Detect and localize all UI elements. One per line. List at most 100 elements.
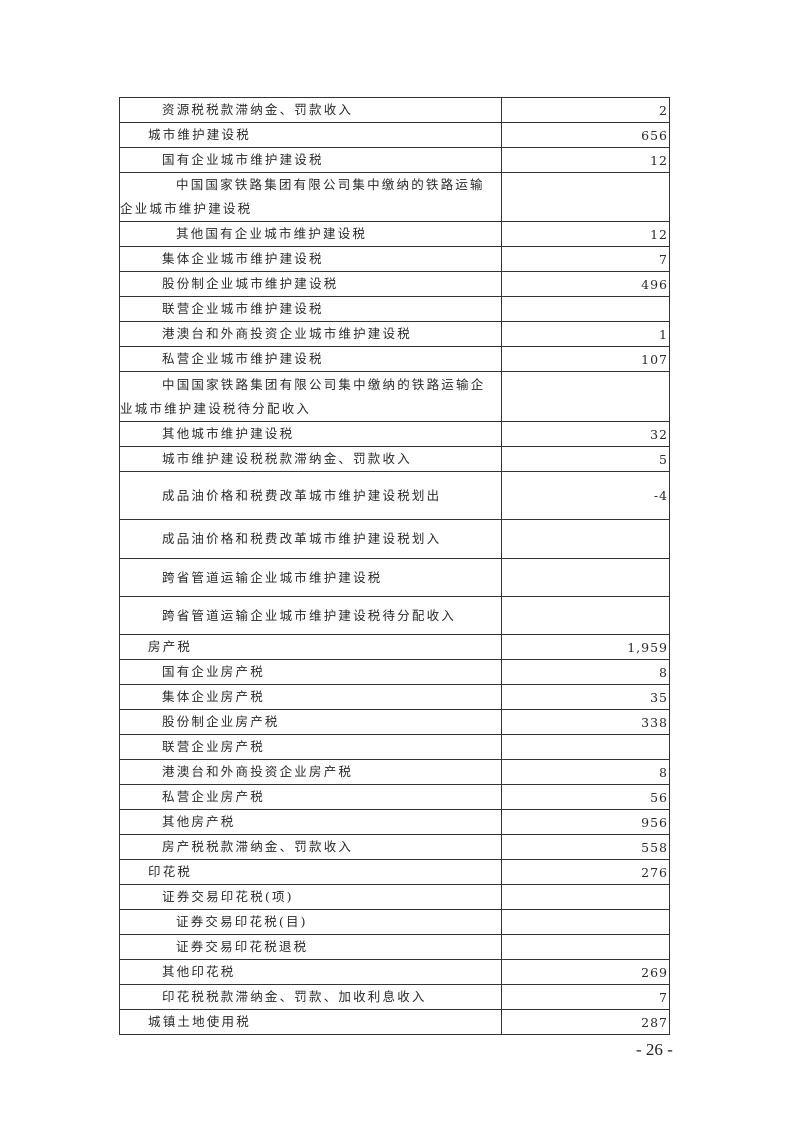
- row-label: 中国国家铁路集团有限公司集中缴纳的铁路运输企业城市维护建设税: [119, 172, 502, 222]
- row-value: 276: [501, 859, 670, 885]
- table-row: 证券交易印花税(目): [119, 909, 670, 935]
- row-value: [501, 734, 670, 760]
- table-row: 联营企业城市维护建设税: [119, 296, 670, 322]
- row-label: 股份制企业城市维护建设税: [119, 271, 502, 297]
- row-label: 港澳台和外商投资企业房产税: [119, 759, 502, 785]
- row-value: 12: [501, 147, 670, 173]
- row-value: -4: [501, 471, 670, 520]
- row-label: 城市维护建设税: [119, 122, 502, 148]
- row-label: 股份制企业房产税: [119, 709, 502, 735]
- row-value: 7: [501, 984, 670, 1010]
- row-label: 其他房产税: [119, 809, 502, 835]
- row-value: 12: [501, 221, 670, 247]
- table-row: 城市维护建设税 656: [119, 122, 670, 148]
- row-value: 107: [501, 346, 670, 372]
- row-label: 国有企业房产税: [119, 659, 502, 685]
- table-row: 证券交易印花税(项): [119, 884, 670, 910]
- row-value: 558: [501, 834, 670, 860]
- row-label: 私营企业城市维护建设税: [119, 346, 502, 372]
- row-label: 集体企业房产税: [119, 684, 502, 710]
- row-label: 联营企业房产税: [119, 734, 502, 760]
- row-value: 5: [501, 446, 670, 472]
- row-label: 证券交易印花税(目): [119, 909, 502, 935]
- row-value: 1: [501, 321, 670, 347]
- row-value: [501, 371, 670, 422]
- row-value: 8: [501, 659, 670, 685]
- row-value: [501, 596, 670, 635]
- table-row: 其他印花税 269: [119, 959, 670, 985]
- row-label: 资源税税款滞纳金、罚款收入: [119, 97, 502, 123]
- row-value: [501, 909, 670, 935]
- table-row: 联营企业房产税: [119, 734, 670, 760]
- row-value: 8: [501, 759, 670, 785]
- table-row: 城市维护建设税税款滞纳金、罚款收入 5: [119, 446, 670, 472]
- table-row: 港澳台和外商投资企业城市维护建设税 1: [119, 321, 670, 347]
- row-value: 496: [501, 271, 670, 297]
- row-label: 联营企业城市维护建设税: [119, 296, 502, 322]
- table-row: 集体企业房产税 35: [119, 684, 670, 710]
- row-label: 印花税: [119, 859, 502, 885]
- row-label: 私营企业房产税: [119, 784, 502, 810]
- table-row: 房产税 1,959: [119, 634, 670, 660]
- row-label: 城镇土地使用税: [119, 1009, 502, 1035]
- row-value: 269: [501, 959, 670, 985]
- row-label: 其他印花税: [119, 959, 502, 985]
- row-value: [501, 934, 670, 960]
- row-value: 2: [501, 97, 670, 123]
- table-row: 资源税税款滞纳金、罚款收入 2: [119, 97, 670, 123]
- row-label: 印花税税款滞纳金、罚款、加收利息收入: [119, 984, 502, 1010]
- row-value: 56: [501, 784, 670, 810]
- row-value: [501, 558, 670, 597]
- table-row: 成品油价格和税费改革城市维护建设税划出 -4: [119, 471, 670, 520]
- row-value: 338: [501, 709, 670, 735]
- row-label: 中国国家铁路集团有限公司集中缴纳的铁路运输企业城市维护建设税待分配收入: [119, 371, 502, 422]
- table-row: 港澳台和外商投资企业房产税 8: [119, 759, 670, 785]
- row-label: 港澳台和外商投资企业城市维护建设税: [119, 321, 502, 347]
- table-row: 印花税税款滞纳金、罚款、加收利息收入 7: [119, 984, 670, 1010]
- table-row: 国有企业城市维护建设税 12: [119, 147, 670, 173]
- table-row: 房产税税款滞纳金、罚款收入 558: [119, 834, 670, 860]
- table-row: 集体企业城市维护建设税 7: [119, 246, 670, 272]
- table-row: 其他国有企业城市维护建设税 12: [119, 221, 670, 247]
- row-value: 656: [501, 122, 670, 148]
- row-label: 成品油价格和税费改革城市维护建设税划出: [119, 471, 502, 520]
- table-row: 跨省管道运输企业城市维护建设税: [119, 558, 670, 597]
- table-row: 中国国家铁路集团有限公司集中缴纳的铁路运输企业城市维护建设税待分配收入: [119, 371, 670, 422]
- row-value: 956: [501, 809, 670, 835]
- row-label: 房产税税款滞纳金、罚款收入: [119, 834, 502, 860]
- row-label: 集体企业城市维护建设税: [119, 246, 502, 272]
- row-label: 跨省管道运输企业城市维护建设税: [119, 558, 502, 597]
- row-value: [501, 519, 670, 559]
- row-value: 287: [501, 1009, 670, 1035]
- table-row: 证券交易印花税退税: [119, 934, 670, 960]
- table-row: 印花税 276: [119, 859, 670, 885]
- row-label: 证券交易印花税退税: [119, 934, 502, 960]
- row-value: 32: [501, 421, 670, 447]
- table-row: 私营企业城市维护建设税 107: [119, 346, 670, 372]
- table-row: 股份制企业房产税 338: [119, 709, 670, 735]
- row-value: 35: [501, 684, 670, 710]
- row-label: 房产税: [119, 634, 502, 660]
- row-value: [501, 172, 670, 222]
- table-row: 城镇土地使用税 287: [119, 1009, 670, 1035]
- tax-revenue-table: 资源税税款滞纳金、罚款收入 2 城市维护建设税 656 国有企业城市维护建设税 12 中国国…: [119, 97, 670, 1035]
- row-label: 其他国有企业城市维护建设税: [119, 221, 502, 247]
- table-row: 股份制企业城市维护建设税 496: [119, 271, 670, 297]
- table-row: 跨省管道运输企业城市维护建设税待分配收入: [119, 596, 670, 635]
- row-label: 证券交易印花税(项): [119, 884, 502, 910]
- table-row: 其他房产税 956: [119, 809, 670, 835]
- table-row: 国有企业房产税 8: [119, 659, 670, 685]
- table-row: 中国国家铁路集团有限公司集中缴纳的铁路运输企业城市维护建设税: [119, 172, 670, 222]
- row-value: 1,959: [501, 634, 670, 660]
- table-row: 成品油价格和税费改革城市维护建设税划入: [119, 519, 670, 559]
- row-label: 国有企业城市维护建设税: [119, 147, 502, 173]
- row-label: 其他城市维护建设税: [119, 421, 502, 447]
- row-value: [501, 884, 670, 910]
- row-value: 7: [501, 246, 670, 272]
- row-label: 成品油价格和税费改革城市维护建设税划入: [119, 519, 502, 559]
- row-label: 跨省管道运输企业城市维护建设税待分配收入: [119, 596, 502, 635]
- table-row: 其他城市维护建设税 32: [119, 421, 670, 447]
- table-row: 私营企业房产税 56: [119, 784, 670, 810]
- row-label: 城市维护建设税税款滞纳金、罚款收入: [119, 446, 502, 472]
- row-value: [501, 296, 670, 322]
